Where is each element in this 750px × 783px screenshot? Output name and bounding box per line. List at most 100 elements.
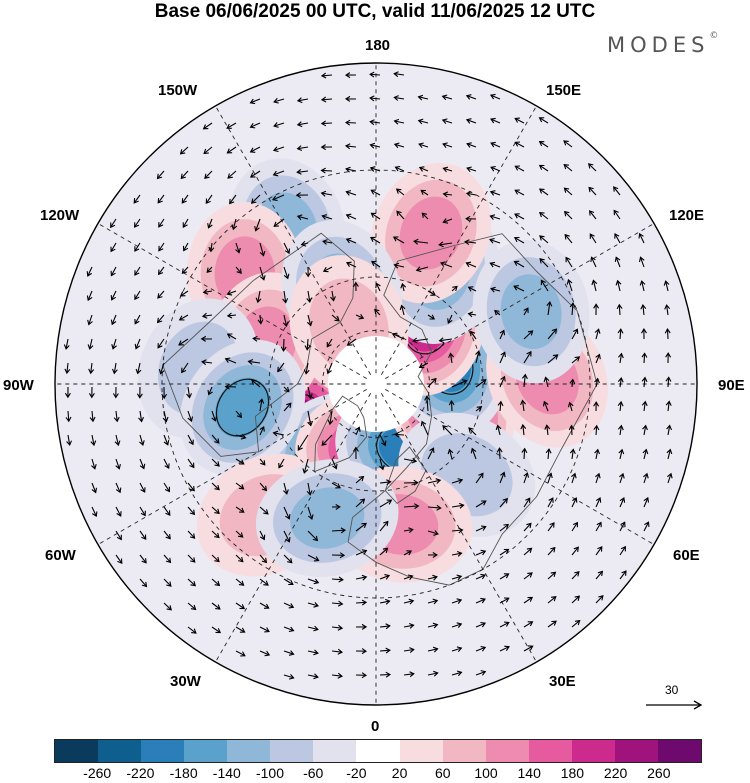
wind-arrow: [442, 95, 453, 100]
wind-arrow: [211, 578, 220, 586]
wind-arrow: [211, 530, 220, 538]
wind-arrow-head: [480, 573, 486, 580]
wind-arrow-head: [237, 532, 244, 538]
wind-arrow: [181, 194, 189, 204]
wind-arrow-head: [538, 211, 545, 218]
wind-arrow-head: [432, 646, 439, 653]
wind-arrow-head: [593, 303, 600, 309]
wind-arrow-head: [442, 166, 449, 173]
wind-arrow-head: [164, 463, 170, 470]
wind-arrow: [499, 401, 502, 412]
wind-arrow-head: [417, 118, 424, 125]
wind-arrow-head: [643, 472, 649, 479]
wind-arrow: [283, 650, 294, 655]
wind-arrow: [540, 280, 549, 292]
colorbar-segment: [184, 740, 228, 762]
wind-arrow: [371, 261, 381, 268]
wind-arrow-head: [254, 225, 260, 232]
wind-arrow-head: [249, 98, 256, 105]
wind-arrow: [619, 401, 622, 412]
wind-arrow-head: [665, 352, 672, 358]
wind-arrow: [475, 574, 486, 580]
wind-arrow: [395, 433, 405, 436]
wind-arrow-head: [272, 146, 279, 153]
wind-arrow-head: [326, 368, 332, 375]
wind-arrow: [305, 362, 309, 374]
wind-arrow-head: [468, 427, 474, 433]
wind-arrow: [395, 166, 405, 172]
wind-arrow-head: [490, 165, 496, 172]
wind-arrow-head: [565, 256, 571, 263]
wind-arrow: [346, 191, 357, 196]
wind-arrow: [210, 242, 213, 252]
wind-arrow-head: [527, 572, 533, 578]
wind-arrow-head: [136, 393, 143, 399]
wind-arrow: [523, 374, 526, 388]
wind-arrow-head: [134, 294, 140, 301]
wind-arrow-head: [448, 352, 455, 358]
wind-arrow: [211, 434, 220, 444]
wind-arrow: [595, 354, 601, 364]
wind-arrow-head: [63, 344, 70, 350]
wind-arrow: [322, 240, 333, 244]
wind-arrow: [523, 547, 532, 556]
wind-arrow-head: [495, 424, 502, 431]
wind-arrow-head: [514, 141, 521, 147]
wind-arrow-head: [466, 166, 472, 173]
wind-arrow-head: [538, 164, 545, 170]
wind-arrow-head: [597, 570, 604, 577]
wind-arrow: [427, 648, 438, 652]
wind-arrow: [331, 529, 346, 532]
wind-arrow: [259, 530, 265, 540]
wind-arrow: [203, 146, 213, 154]
wind-arrow-head: [461, 379, 468, 385]
wind-arrow-head: [117, 558, 123, 565]
wind-arrow-head: [64, 368, 71, 375]
wind-arrow: [235, 626, 245, 633]
wind-arrow: [259, 578, 269, 586]
wind-arrow: [523, 645, 533, 652]
wind-arrow: [134, 218, 141, 228]
colorbar-segment: [399, 740, 443, 762]
wind-arrow: [163, 602, 172, 611]
wind-arrow-head: [306, 297, 313, 304]
wind-arrow-head: [613, 209, 619, 216]
wind-arrow-head: [476, 406, 483, 412]
wind-arrow: [522, 424, 525, 436]
wind-arrow: [307, 554, 319, 561]
wind-arrow-head: [665, 400, 672, 406]
wind-arrow: [181, 266, 189, 274]
wind-arrow: [235, 458, 245, 465]
wind-arrow-head: [211, 416, 218, 422]
wind-arrow: [521, 400, 525, 412]
wind-arrow-head: [285, 537, 291, 543]
wind-arrow: [490, 262, 501, 268]
wind-arrow-head: [591, 279, 598, 286]
wind-arrow-head: [595, 472, 601, 479]
wind-arrow-head: [189, 533, 196, 539]
wind-arrow-head: [617, 424, 624, 431]
wind-arrow-head: [382, 547, 389, 554]
wind-arrow: [331, 602, 343, 605]
wind-arrow: [564, 234, 573, 244]
wind-arrow: [475, 646, 486, 652]
wind-arrow: [619, 377, 622, 388]
wind-arrow-head: [490, 141, 496, 148]
colorbar-segment: [657, 740, 701, 762]
wind-arrow: [403, 600, 414, 604]
wind-arrow-head: [514, 213, 520, 219]
wind-arrow: [595, 329, 600, 340]
wind-arrow: [87, 290, 93, 301]
wind-arrow-head: [500, 471, 506, 478]
wind-arrow-head: [573, 328, 579, 335]
wind-arrow-head: [504, 645, 510, 651]
wind-arrow-head: [409, 671, 415, 678]
wind-arrow: [283, 402, 292, 412]
wind-arrow: [331, 482, 341, 489]
wind-arrow-head: [182, 245, 189, 252]
wind-arrow-head: [480, 379, 487, 385]
wind-arrow: [91, 482, 97, 493]
wind-arrow-head: [140, 487, 146, 493]
wind-arrow-head: [617, 376, 624, 383]
wind-arrow: [475, 473, 484, 484]
